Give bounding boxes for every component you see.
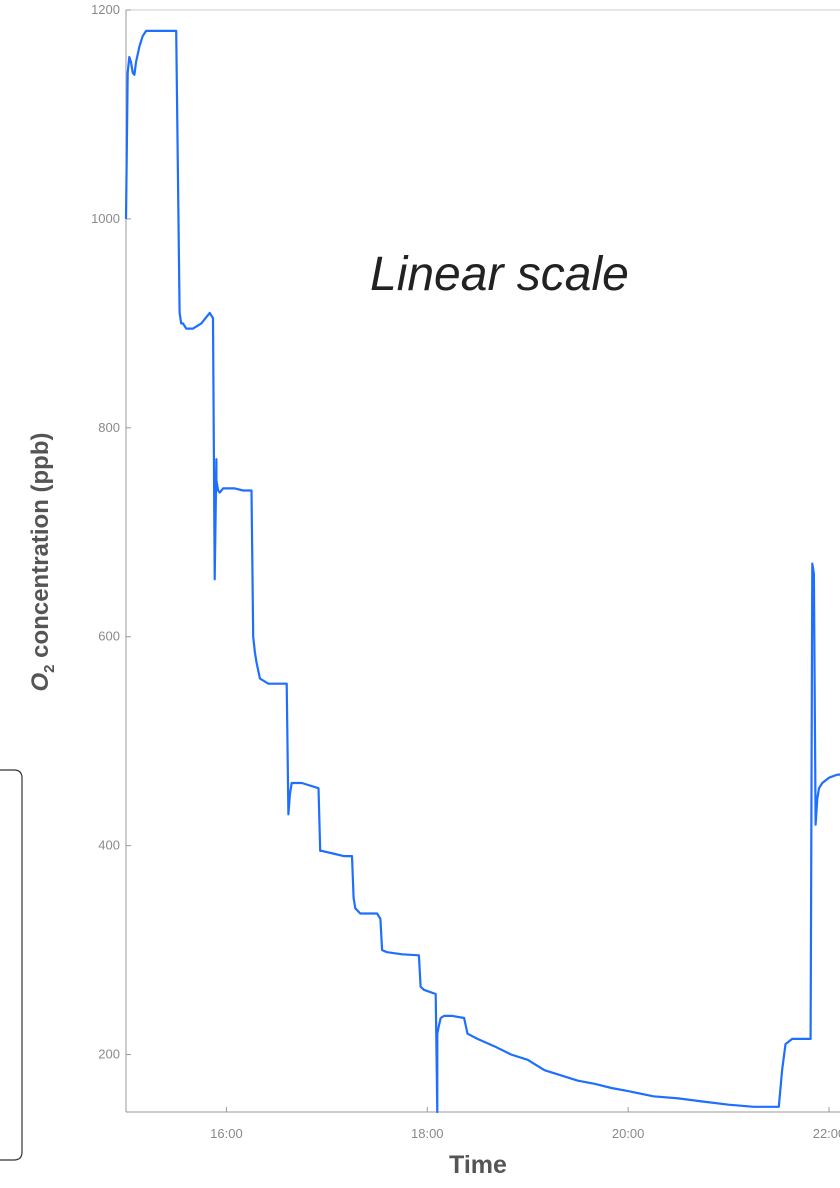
cropped-box-edge	[0, 769, 23, 1161]
x-tick-label: 16:00	[210, 1126, 243, 1141]
x-axis-title: Time	[449, 1151, 507, 1179]
x-axis-ticks: 16:00 18:00 20:00 22:00	[210, 1107, 840, 1141]
y-tick-label: 800	[98, 420, 120, 435]
y-tick-label: 600	[98, 629, 120, 644]
x-tick-label: 18:00	[411, 1126, 444, 1141]
plot-frame	[125, 9, 840, 1113]
series-line-o2	[124, 29, 840, 1114]
y-tick-label: 1000	[91, 211, 120, 226]
y-axis-ticks: 200 400 600 800 1000 1200	[91, 2, 131, 1062]
y-axis-title: O2 concentration (ppb)	[27, 433, 58, 692]
y-axis-title-subscript: 2	[41, 664, 58, 672]
y-tick-label: 1200	[91, 2, 120, 17]
annotation-linear-scale: Linear scale	[370, 248, 629, 301]
x-tick-label: 20:00	[612, 1126, 645, 1141]
y-axis-title-o: O	[27, 673, 54, 692]
y-tick-label: 200	[98, 1047, 120, 1062]
y-tick-label: 400	[98, 838, 120, 853]
y-axis-title-rest: concentration (ppb)	[27, 433, 54, 665]
x-tick-label: 22:00	[813, 1126, 840, 1141]
